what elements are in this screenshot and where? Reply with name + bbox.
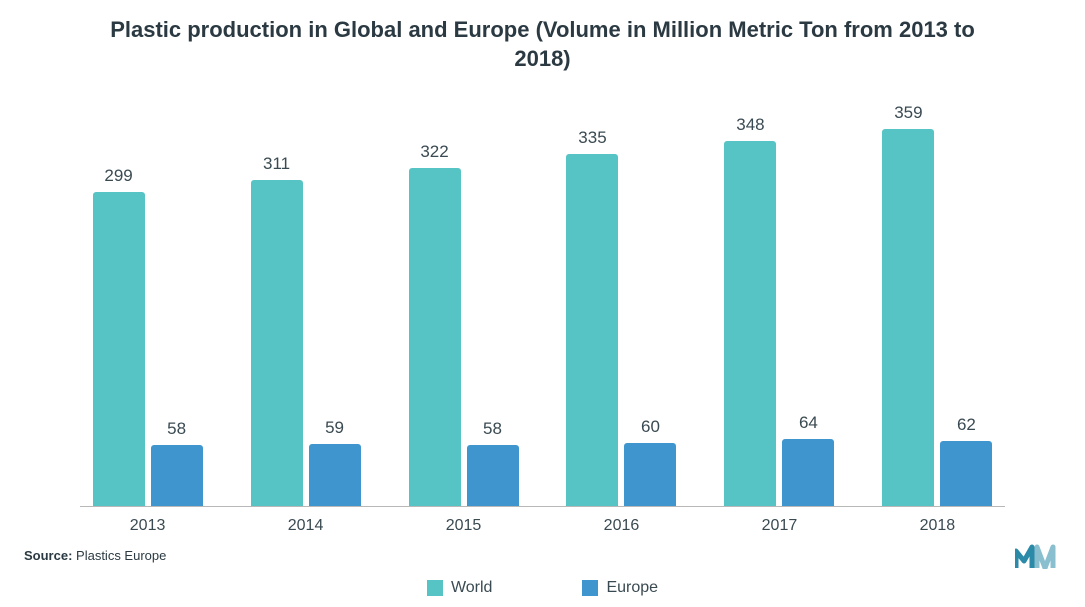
bar-world: 348 [724,141,776,506]
legend: World Europe [0,579,1085,597]
legend-item-europe: Europe [582,579,658,597]
bar-group: 32258 [404,168,524,506]
legend-label-world: World [451,579,493,597]
bar-group: 31159 [246,180,366,507]
source-label: Source: [24,548,72,563]
bar-value-label: 311 [251,154,303,174]
bar-europe: 64 [782,439,834,506]
bar-value-label: 299 [93,166,145,186]
x-axis-label: 2013 [88,517,208,535]
bar-europe: 59 [309,444,361,506]
bar-value-label: 348 [724,115,776,135]
bar-group: 33560 [561,154,681,506]
bar-value-label: 359 [882,103,934,123]
bar-world: 299 [93,192,145,506]
bar-world: 335 [566,154,618,506]
x-axis-label: 2015 [404,517,524,535]
legend-swatch-world [427,580,443,596]
bar-value-label: 322 [409,142,461,162]
x-axis-label: 2014 [246,517,366,535]
source-attribution: Source: Plastics Europe [24,548,166,563]
bar-value-label: 62 [940,415,992,435]
legend-item-world: World [427,579,493,597]
bar-europe: 60 [624,443,676,506]
bar-value-label: 58 [467,419,519,439]
bar-value-label: 64 [782,413,834,433]
bar-group: 35962 [877,129,997,506]
bar-value-label: 335 [566,128,618,148]
bar-world: 359 [882,129,934,506]
bar-world: 322 [409,168,461,506]
bar-group: 34864 [719,141,839,506]
bar-europe: 58 [151,445,203,506]
x-axis-label: 2017 [719,517,839,535]
source-text: Plastics Europe [76,548,166,563]
legend-swatch-europe [582,580,598,596]
chart-container: Plastic production in Global and Europe … [0,0,1085,607]
bar-value-label: 60 [624,417,676,437]
bar-value-label: 58 [151,419,203,439]
bar-europe: 62 [940,441,992,506]
x-axis-label: 2016 [561,517,681,535]
chart-title: Plastic production in Global and Europe … [20,10,1065,87]
brand-logo-icon [1015,543,1061,569]
bar-europe: 58 [467,445,519,506]
bar-group: 29958 [88,192,208,506]
bar-value-label: 59 [309,418,361,438]
x-axis-label: 2018 [877,517,997,535]
bar-world: 311 [251,180,303,507]
legend-label-europe: Europe [606,579,658,597]
plot-area: 299583115932258335603486435962 [80,87,1005,507]
x-axis-labels: 2013 2014 2015 2016 2017 2018 [80,517,1005,547]
